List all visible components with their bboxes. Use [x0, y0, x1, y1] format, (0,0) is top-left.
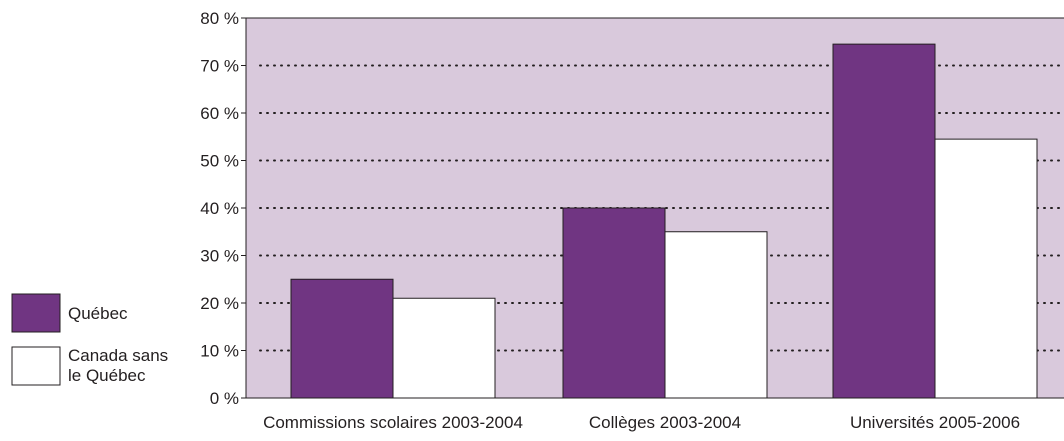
y-tick-label: 70 %	[200, 57, 239, 76]
legend-label: le Québec	[68, 366, 146, 385]
y-axis-ticks: 0 % 10 % 20 % 30 % 40 % 50 % 60 % 70 % 80 %	[200, 9, 246, 408]
bar-quebec	[562, 207, 666, 399]
y-tick-label: 20 %	[200, 294, 239, 313]
bar-canada-sans-le-quebec	[934, 138, 1038, 399]
bar-quebec	[290, 278, 394, 399]
y-tick-label: 40 %	[200, 199, 239, 218]
y-tick-label: 60 %	[200, 104, 239, 123]
y-tick-label: 80 %	[200, 9, 239, 28]
legend-label: Canada sans	[68, 346, 168, 365]
y-tick-label: 0 %	[210, 389, 239, 408]
bars	[290, 43, 1038, 399]
x-category-label: Universités 2005-2006	[850, 413, 1020, 432]
bar-canada-sans-le-quebec	[664, 231, 768, 399]
x-category-label: Commissions scolaires 2003-2004	[263, 413, 523, 432]
legend-swatch-canada-sans-le-quebec	[11, 346, 61, 386]
legend-swatch-quebec	[11, 293, 61, 333]
y-tick-label: 50 %	[200, 152, 239, 171]
bar-canada-sans-le-quebec	[392, 297, 496, 399]
x-axis-labels: Commissions scolaires 2003-2004 Collèges …	[263, 413, 1020, 432]
legend-label: Québec	[68, 304, 128, 323]
y-tick-label: 10 %	[200, 342, 239, 361]
y-tick-label: 30 %	[200, 247, 239, 266]
bar-quebec	[832, 43, 936, 399]
x-category-label: Collèges 2003-2004	[589, 413, 741, 432]
